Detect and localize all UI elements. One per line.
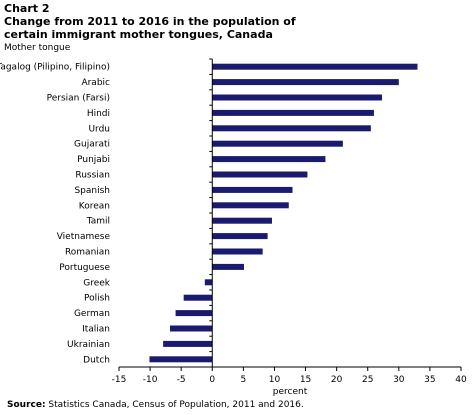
bar	[212, 156, 326, 163]
bar	[212, 94, 383, 101]
x-axis-title: percent	[273, 387, 308, 397]
category-label: Ukrainian	[67, 340, 110, 350]
bar	[212, 63, 418, 70]
source-text: Statistics Canada, Census of Population,…	[45, 400, 304, 410]
bar	[212, 109, 374, 116]
chart-title: Change from 2011 to 2016 in the populati…	[4, 15, 296, 41]
bar	[212, 263, 244, 270]
x-tick-label: 20	[331, 375, 343, 385]
x-tick-label: -15	[112, 375, 127, 385]
bar	[149, 356, 213, 363]
category-label: Greek	[83, 278, 111, 288]
category-label: Polish	[84, 294, 110, 304]
bar	[212, 186, 293, 193]
bar	[175, 310, 213, 317]
category-label: Korean	[79, 201, 110, 211]
x-tick-label: -10	[143, 375, 158, 385]
chart-number: Chart 2	[4, 2, 50, 15]
category-label: Persian (Farsi)	[47, 94, 110, 104]
x-tick-label: 15	[300, 375, 311, 385]
bar	[212, 125, 371, 132]
bar	[212, 79, 399, 86]
category-label: Arabic	[81, 78, 110, 88]
x-tick-label: 35	[424, 375, 435, 385]
category-label: Italian	[82, 325, 110, 335]
source-label: Source:	[7, 400, 46, 410]
bar	[212, 140, 343, 147]
x-tick-label: 10	[269, 375, 281, 385]
x-tick-label: 5	[240, 375, 246, 385]
category-label: Tagalog (Pilipino, Filipino)	[0, 63, 110, 73]
source-note: Source: Statistics Canada, Census of Pop…	[7, 400, 304, 411]
category-label: Urdu	[88, 124, 110, 134]
x-tick-label: 0	[209, 375, 215, 385]
category-label: Gujarati	[74, 140, 110, 150]
bar	[212, 217, 272, 224]
category-label: Dutch	[83, 355, 110, 365]
bar	[204, 279, 213, 286]
category-label: Hindi	[87, 109, 110, 119]
category-label: German	[74, 309, 110, 319]
x-tick-label: 40	[455, 375, 467, 385]
bar	[212, 248, 263, 255]
category-label: Portuguese	[59, 263, 110, 273]
bar	[212, 171, 308, 178]
x-tick-label: 25	[362, 375, 373, 385]
bar	[212, 233, 268, 240]
bar	[183, 294, 213, 301]
category-label: Romanian	[65, 248, 110, 258]
bar	[163, 340, 213, 347]
category-label: Vietnamese	[57, 232, 111, 242]
category-label: Punjabi	[77, 155, 110, 165]
bar	[169, 325, 213, 332]
category-label: Tamil	[86, 217, 110, 227]
x-tick-label: -5	[177, 375, 186, 385]
category-label: Spanish	[74, 186, 110, 196]
bar	[212, 202, 289, 209]
y-axis-title: Mother tongue	[4, 43, 71, 53]
chart-header: Chart 2 Change from 2011 to 2016 in the …	[4, 2, 470, 54]
category-label: Russian	[75, 171, 110, 181]
x-tick-label: 30	[393, 375, 405, 385]
